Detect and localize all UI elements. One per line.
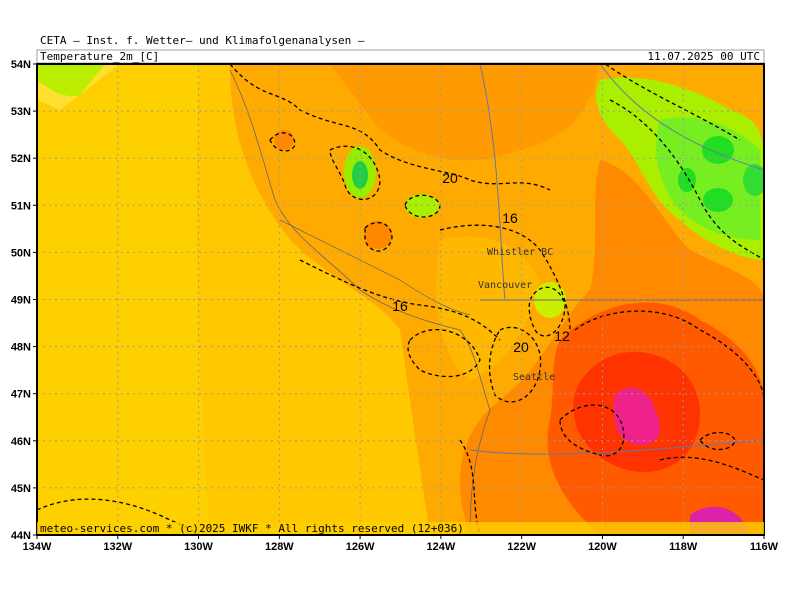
header-source: CETA — Inst. f. Wetter— und Klimafolgena… bbox=[40, 34, 365, 47]
lat-label: 50N bbox=[11, 247, 31, 259]
lon-label: 126W bbox=[346, 541, 375, 553]
valid-time: 11.07.2025 00 UTC bbox=[647, 50, 760, 63]
lon-label: 128W bbox=[265, 541, 294, 553]
lon-label: 122W bbox=[507, 541, 536, 553]
lon-label: 116W bbox=[750, 541, 779, 553]
lat-label: 45N bbox=[11, 483, 31, 495]
lon-label: 134W bbox=[23, 541, 52, 553]
contour-label: 20 bbox=[442, 170, 458, 186]
lon-label: 124W bbox=[427, 541, 456, 553]
lat-label: 54N bbox=[11, 59, 31, 71]
lon-label: 120W bbox=[588, 541, 617, 553]
lon-label: 118W bbox=[669, 541, 698, 553]
lon-label: 130W bbox=[184, 541, 213, 553]
map-field bbox=[37, 64, 764, 535]
contour-label: 16 bbox=[392, 298, 408, 314]
lat-label: 46N bbox=[11, 436, 31, 448]
lat-label: 48N bbox=[11, 342, 31, 354]
graticule bbox=[37, 64, 764, 535]
lat-label: 51N bbox=[11, 200, 31, 212]
lon-label: 132W bbox=[103, 541, 132, 553]
lat-label: 53N bbox=[11, 106, 31, 118]
lat-label: 44N bbox=[11, 530, 31, 542]
lat-label: 49N bbox=[11, 295, 31, 307]
footer-text: meteo-services.com * (c)2025 IWKF * All … bbox=[40, 522, 464, 535]
place-label: Vancouver bbox=[478, 280, 532, 291]
contour-label: 16 bbox=[502, 210, 518, 226]
place-label: Seattle bbox=[513, 372, 555, 383]
contour-label: 20 bbox=[513, 339, 529, 355]
lat-label: 52N bbox=[11, 153, 31, 165]
contour-label: 12 bbox=[554, 328, 570, 344]
place-label: Whistler BC bbox=[487, 247, 553, 258]
lat-label: 47N bbox=[11, 389, 31, 401]
footer-box bbox=[37, 522, 764, 534]
field-name: Temperature_2m_[C] bbox=[40, 50, 159, 63]
